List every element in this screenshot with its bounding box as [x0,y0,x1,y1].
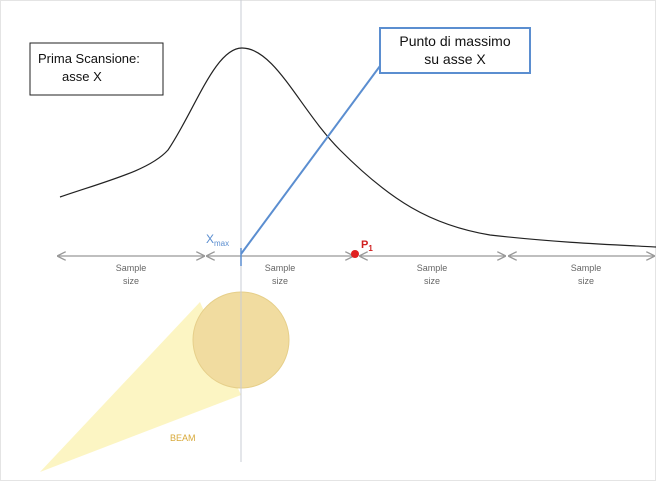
x-max-sub: max [214,239,229,248]
diagram: BEAM Sample size Sample size Sample size… [0,0,656,481]
segment-label: size [123,276,139,286]
p1-base: P [361,239,368,251]
segment-label: size [578,276,594,286]
segment-label: Sample [571,263,602,273]
title-text: Prima Scansione: [38,51,140,66]
title-text: asse X [62,69,102,84]
segment-label: Sample [265,263,296,273]
p1-point [351,250,359,258]
p1-sub: 1 [368,244,373,253]
segment-label: Sample [116,263,147,273]
segment-label: size [424,276,440,286]
segment-label: size [272,276,288,286]
beam-label: BEAM [170,433,196,443]
callout-text: su asse X [424,51,486,67]
segment-label: Sample [417,263,448,273]
x-max-base: X [206,232,214,246]
callout-text: Punto di massimo [399,33,510,49]
